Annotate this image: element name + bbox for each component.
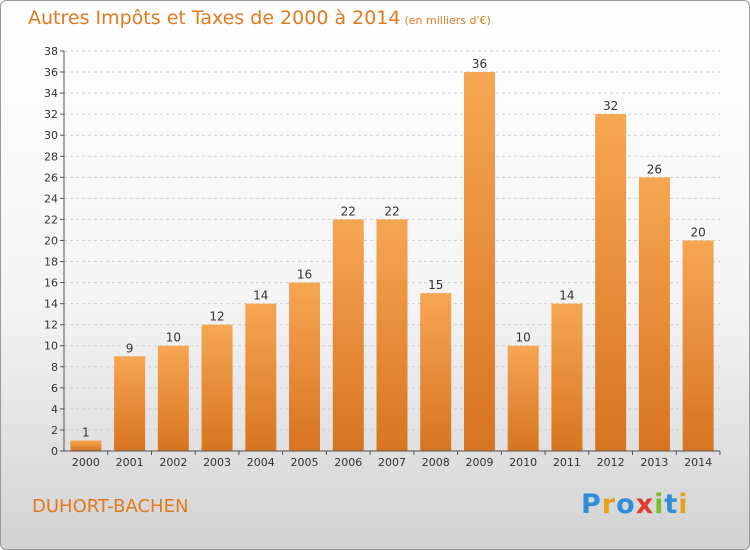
bar-value-label: 26	[647, 162, 662, 176]
y-tick-label: 8	[51, 361, 58, 374]
bar-value-label: 32	[603, 99, 618, 113]
y-tick-label: 32	[44, 108, 58, 121]
bar-value-label: 14	[559, 289, 574, 303]
y-tick-label: 34	[44, 87, 58, 100]
bar	[201, 324, 233, 451]
y-tick-label: 18	[44, 256, 58, 269]
bar	[638, 177, 670, 451]
bars	[70, 72, 714, 451]
bar	[332, 219, 364, 451]
x-tick-label: 2009	[465, 456, 493, 469]
y-tick-label: 28	[44, 150, 58, 163]
bar-value-label: 14	[253, 289, 268, 303]
x-tick-label: 2002	[159, 456, 187, 469]
y-tick-label: 2	[51, 424, 58, 437]
x-tick-label: 2006	[334, 456, 362, 469]
x-tick-label: 2007	[378, 456, 406, 469]
x-tick-label: 2010	[509, 456, 537, 469]
y-tick-label: 12	[44, 319, 58, 332]
bar-value-label: 22	[384, 204, 399, 218]
x-tick-label: 2012	[597, 456, 625, 469]
logo-letter: i	[678, 489, 689, 520]
y-tick-label: 22	[44, 213, 58, 226]
y-tick-label: 26	[44, 171, 58, 184]
x-tick-label: 2013	[640, 456, 668, 469]
x-tick-label: 2011	[553, 456, 581, 469]
bar	[245, 303, 277, 451]
bar	[682, 240, 714, 451]
bar	[70, 440, 102, 451]
y-tick-label: 0	[51, 445, 58, 458]
bar-value-label: 20	[690, 225, 705, 239]
bar-value-label: 10	[166, 331, 181, 345]
logo-letter: o	[616, 489, 636, 520]
logo-letter: P	[581, 489, 602, 520]
y-tick-label: 30	[44, 129, 58, 142]
logo-letter: i	[654, 489, 665, 520]
y-tick-label: 24	[44, 192, 58, 205]
bar	[551, 303, 583, 451]
bar	[463, 72, 495, 451]
x-tick-label: 2004	[247, 456, 275, 469]
y-tick-label: 14	[44, 298, 58, 311]
chart-title-text: Autres Impôts et Taxes de 2000 à 2014	[28, 7, 401, 29]
bar-value-label: 1	[82, 425, 90, 439]
x-tick-label: 2005	[291, 456, 319, 469]
bar	[157, 345, 189, 451]
bar	[420, 293, 452, 451]
x-tick-label: 2000	[72, 456, 100, 469]
y-tick-label: 6	[51, 382, 58, 395]
commune-name: DUHORT-BACHEN	[32, 496, 189, 517]
x-tick-label: 2014	[684, 456, 712, 469]
logo-letter: r	[601, 489, 617, 520]
bar-value-label: 10	[516, 331, 531, 345]
bar	[595, 114, 627, 451]
chart-title: Autres Impôts et Taxes de 2000 à 2014 (en…	[28, 7, 491, 29]
bar	[114, 356, 146, 451]
y-tick-label: 4	[51, 403, 58, 416]
y-tick-label: 20	[44, 234, 58, 247]
logo-letter: x	[635, 489, 655, 520]
x-tick-label: 2003	[203, 456, 231, 469]
bar-value-label: 16	[297, 268, 312, 282]
bar	[376, 219, 408, 451]
bar-value-label: 22	[341, 204, 356, 218]
y-tick-label: 36	[44, 66, 58, 79]
bar-value-label: 12	[209, 310, 224, 324]
labels: 1 2000 9 2001 10 2002 12 2003 14 2004 16 2005 22 2006…	[72, 57, 712, 469]
bar	[289, 282, 321, 451]
bar-value-label: 9	[126, 341, 134, 355]
y-tick-label: 38	[44, 45, 58, 58]
bar-value-label: 15	[428, 278, 443, 292]
y-tick-label: 10	[44, 340, 58, 353]
x-tick-label: 2008	[422, 456, 450, 469]
y-tick-label: 16	[44, 277, 58, 290]
proxiti-logo: Proxiti	[581, 489, 689, 520]
x-tick-label: 2001	[116, 456, 144, 469]
bar-value-label: 36	[472, 57, 487, 71]
logo-letter: t	[664, 489, 679, 520]
bar	[507, 345, 539, 451]
chart-unit: (en milliers d'€)	[404, 14, 491, 27]
